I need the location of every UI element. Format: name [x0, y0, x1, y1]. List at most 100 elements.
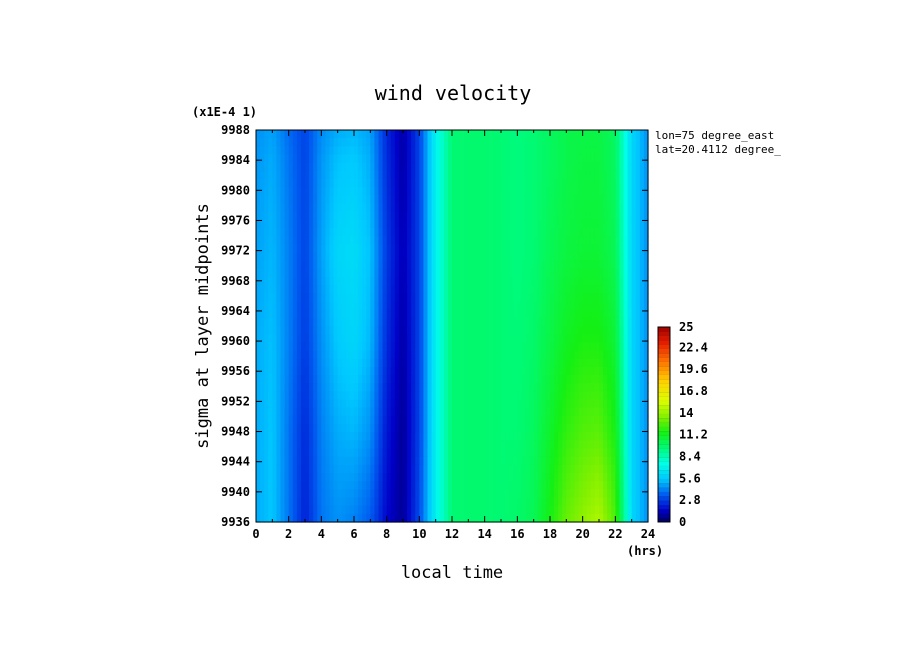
heatmap-cell — [439, 285, 445, 294]
heatmap-cell — [505, 342, 510, 352]
heatmap-cell — [631, 350, 637, 360]
heatmap-cell — [590, 179, 596, 188]
heatmap-cell — [313, 375, 318, 384]
heatmap-cell — [484, 513, 490, 523]
heatmap-cell — [513, 415, 518, 425]
heatmap-cell — [529, 505, 535, 515]
heatmap-cell — [403, 317, 408, 327]
heatmap-cell — [464, 399, 469, 409]
heatmap-cell — [635, 285, 641, 294]
heatmap-cell — [537, 146, 543, 156]
heatmap-cell — [594, 277, 600, 286]
heatmap-cell — [492, 440, 498, 450]
heatmap-cell — [631, 473, 637, 482]
heatmap-cell — [354, 277, 359, 286]
heatmap-cell — [513, 309, 518, 319]
heatmap-cell — [460, 211, 465, 221]
heatmap-cell — [403, 497, 408, 507]
heatmap-cell — [550, 252, 555, 262]
heatmap-cell — [419, 293, 425, 303]
heatmap-cell — [460, 260, 465, 270]
heatmap-cell — [439, 440, 445, 450]
heatmap-cell — [627, 464, 633, 474]
heatmap-cell — [566, 383, 572, 392]
heatmap-cell — [427, 464, 433, 474]
heatmap-cell — [378, 236, 384, 245]
heatmap-cell — [435, 252, 441, 262]
heatmap-cell — [366, 415, 371, 425]
heatmap-cell — [419, 179, 425, 188]
heatmap-cell — [407, 424, 412, 433]
heatmap-cell — [619, 513, 625, 523]
heatmap-cell — [599, 195, 604, 205]
heatmap-cell — [517, 383, 523, 392]
heatmap-cell — [525, 415, 531, 425]
colorbar-swatch — [658, 500, 670, 505]
heatmap-cell — [476, 260, 482, 270]
heatmap-cell — [533, 473, 539, 482]
heatmap-cell — [603, 424, 608, 433]
heatmap-cell — [456, 342, 461, 352]
heatmap-cell — [411, 285, 416, 294]
heatmap-cell — [635, 130, 641, 139]
heatmap-cell — [533, 383, 539, 392]
heatmap-cell — [607, 513, 612, 523]
heatmap-cell — [558, 489, 563, 499]
heatmap-cell — [492, 481, 498, 490]
heatmap-cell — [394, 268, 400, 278]
heatmap-cell — [509, 195, 514, 205]
heatmap-cell — [382, 162, 388, 172]
heatmap-cell — [619, 366, 625, 376]
heatmap-cell — [517, 342, 523, 352]
heatmap-cell — [533, 399, 539, 409]
heatmap-cell — [554, 203, 559, 213]
heatmap-cell — [513, 513, 518, 523]
heatmap-cell — [419, 456, 425, 466]
heatmap-cell — [501, 497, 506, 507]
heatmap-cell — [599, 489, 604, 499]
heatmap-cell — [349, 219, 355, 229]
heatmap-cell — [309, 481, 314, 490]
heatmap-cell — [570, 326, 576, 335]
heatmap-cell — [513, 481, 518, 490]
heatmap-cell — [447, 317, 453, 327]
x-tick-label: 20 — [575, 527, 589, 541]
heatmap-cell — [300, 146, 306, 156]
heatmap-cell — [586, 309, 592, 319]
heatmap-cell — [423, 301, 429, 311]
heatmap-cell — [439, 448, 445, 458]
heatmap-cell — [607, 317, 612, 327]
heatmap-cell — [643, 473, 649, 482]
heatmap-cell — [260, 285, 265, 294]
heatmap-cell — [427, 473, 433, 482]
heatmap-cell — [590, 464, 596, 474]
heatmap-cell — [427, 505, 433, 515]
heatmap-cell — [394, 424, 400, 433]
heatmap-cell — [537, 154, 543, 164]
heatmap-cell — [480, 513, 486, 523]
heatmap-cell — [378, 203, 384, 213]
heatmap-cell — [366, 375, 371, 384]
heatmap-cell — [554, 170, 559, 180]
heatmap-cell — [411, 309, 416, 319]
heatmap-cell — [390, 138, 396, 147]
heatmap-cell — [643, 415, 649, 425]
heatmap-cell — [452, 244, 457, 254]
heatmap-cell — [562, 309, 567, 319]
heatmap-cell — [439, 236, 445, 245]
heatmap-cell — [305, 203, 310, 213]
heatmap-cell — [260, 146, 265, 156]
heatmap-cell — [496, 481, 502, 490]
heatmap-cell — [599, 146, 604, 156]
heatmap-cell — [594, 203, 600, 213]
heatmap-cell — [309, 252, 314, 262]
heatmap-cell — [468, 456, 474, 466]
heatmap-cell — [276, 415, 282, 425]
heatmap-cell — [305, 383, 310, 392]
heatmap-cell — [545, 301, 551, 311]
heatmap-cell — [566, 154, 572, 164]
heatmap-cell — [423, 391, 429, 401]
heatmap-cell — [288, 342, 294, 352]
heatmap-cell — [558, 326, 563, 335]
heatmap-cell — [492, 391, 498, 401]
